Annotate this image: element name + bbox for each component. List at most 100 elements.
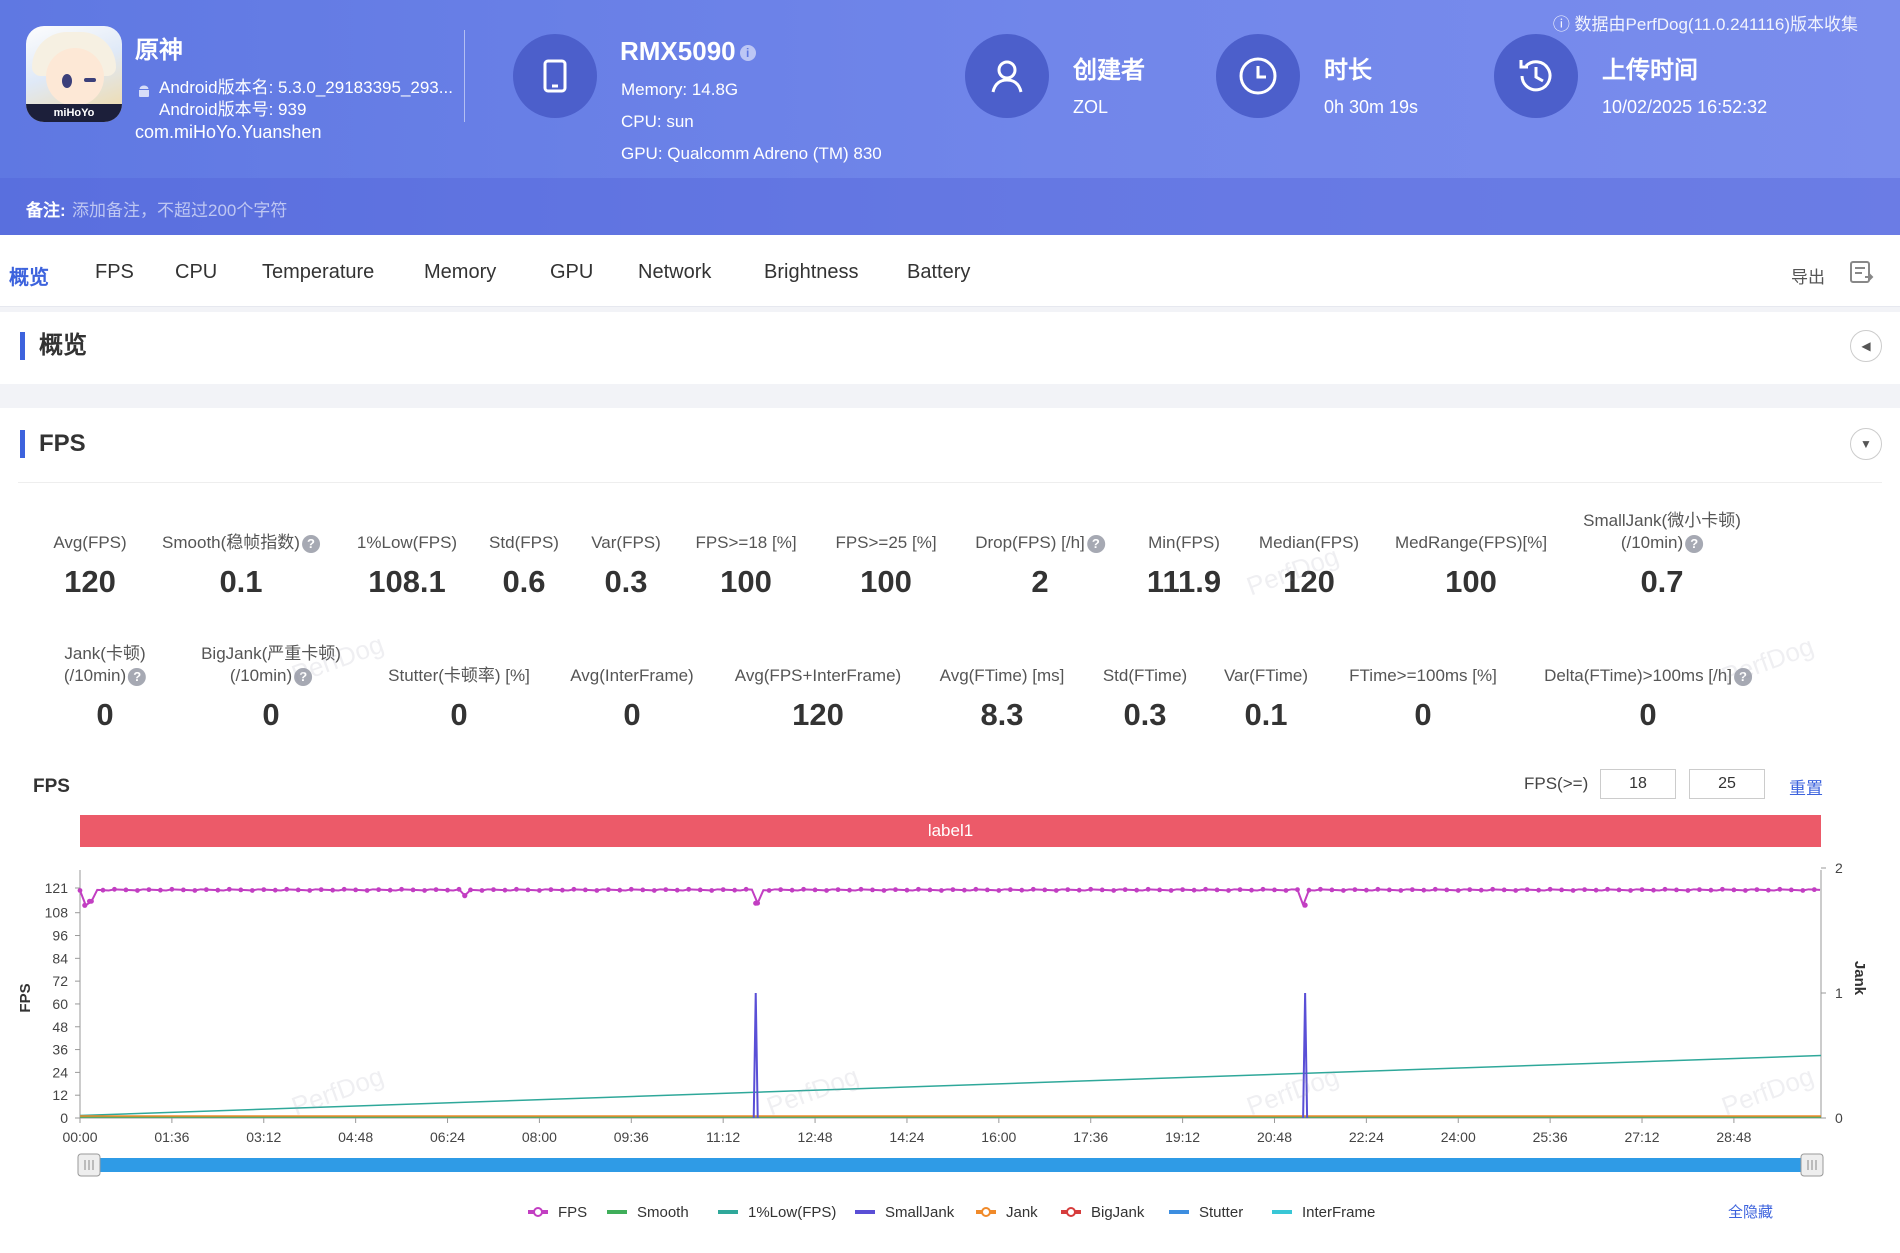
series-fps-point bbox=[1720, 886, 1725, 892]
series-fps-point bbox=[261, 887, 267, 893]
series-fps-point bbox=[1157, 887, 1163, 893]
series-fps-point bbox=[640, 887, 646, 893]
metric-label: FTime>=100ms [%] bbox=[1349, 666, 1497, 685]
help-icon[interactable]: ? bbox=[128, 667, 147, 686]
legend-item-interframe[interactable]: InterFrame bbox=[1272, 1204, 1375, 1221]
overview-title: 概览 bbox=[20, 332, 87, 360]
metric-metrics_row1-7: Drop(FPS) [/h]? 2 bbox=[975, 532, 1105, 600]
metric-value: 120 bbox=[64, 564, 116, 599]
app-version-name: Android版本名: 5.3.0_29183395_293... bbox=[159, 78, 453, 97]
y-tick-label: 24 bbox=[52, 1064, 68, 1080]
metric-label: Drop(FPS) [/h]? bbox=[975, 532, 1105, 554]
x-tick-label: 00:00 bbox=[62, 1129, 97, 1145]
series-fps-point bbox=[1467, 887, 1473, 893]
series-fps-point bbox=[1432, 886, 1438, 892]
y-tick-label: 60 bbox=[52, 996, 68, 1012]
upload-time-title: 上传时间 bbox=[1602, 57, 1698, 84]
legend-item-bigjank[interactable]: BigJank bbox=[1061, 1204, 1145, 1221]
help-icon[interactable]: ? bbox=[294, 667, 313, 686]
legend-item-jank[interactable]: Jank bbox=[976, 1204, 1038, 1221]
x-tick-label: 20:48 bbox=[1257, 1129, 1292, 1145]
metric-metrics_row2-5: Avg(FTime) [ms] 8.3 bbox=[940, 665, 1065, 733]
legend-label: SmallJank bbox=[885, 1204, 955, 1221]
series-fps-point bbox=[1099, 887, 1105, 893]
metric-label: BigJank(严重卡顿) (/10min)? bbox=[201, 644, 341, 686]
export-button[interactable]: 导出 bbox=[1791, 268, 1825, 287]
help-icon[interactable]: ? bbox=[1685, 534, 1704, 553]
series-fps-point bbox=[1547, 886, 1553, 892]
series-fps-point bbox=[146, 887, 152, 893]
y-tick-label: 12 bbox=[52, 1087, 68, 1103]
creator-value: ZOL bbox=[1073, 97, 1109, 117]
reset-button[interactable]: 重置 bbox=[1789, 779, 1823, 798]
y2-tick-label: 0 bbox=[1835, 1110, 1843, 1126]
hide-all-button[interactable]: 全隐藏 bbox=[1728, 1203, 1773, 1221]
x-tick-label: 22:24 bbox=[1349, 1129, 1384, 1145]
fps-threshold-input-1[interactable]: 18 bbox=[1600, 769, 1676, 799]
legend-item-fps[interactable]: FPS bbox=[528, 1204, 587, 1221]
series-fps-point bbox=[1191, 887, 1197, 893]
legend-item-smalljank[interactable]: SmallJank bbox=[855, 1204, 955, 1221]
tab-fps[interactable]: FPS bbox=[95, 261, 134, 283]
tab-battery[interactable]: Battery bbox=[907, 261, 971, 283]
tab-temperature[interactable]: Temperature bbox=[262, 261, 375, 283]
series-fps-point bbox=[1788, 887, 1794, 893]
legend-item-smooth[interactable]: Smooth bbox=[607, 1204, 689, 1221]
metric-value: 0.1 bbox=[219, 564, 263, 599]
metric-metrics_row2-0: Jank(卡顿) (/10min)? 0 bbox=[64, 643, 147, 733]
overview-collapse-button[interactable]: ◀ bbox=[1850, 330, 1882, 362]
x-tick-label: 03:12 bbox=[246, 1129, 281, 1145]
series-1percent-low bbox=[79, 1054, 1822, 1117]
series-fps-point bbox=[1765, 887, 1771, 893]
y-tick-label: 108 bbox=[45, 905, 69, 921]
legend-label: InterFrame bbox=[1302, 1204, 1375, 1221]
remark-bar bbox=[0, 178, 1900, 235]
metric-metrics_row2-7: Var(FTime) 0.1 bbox=[1224, 665, 1308, 733]
legend-label: Smooth bbox=[637, 1204, 689, 1221]
series-fps-point bbox=[330, 887, 336, 893]
fps-collapse-button[interactable]: ▼ bbox=[1850, 428, 1882, 460]
tab-gpu[interactable]: GPU bbox=[550, 261, 594, 283]
metric-value: 0 bbox=[623, 697, 641, 732]
series-fps-point bbox=[77, 888, 83, 893]
metric-metrics_row2-8: FTime>=100ms [%] 0 bbox=[1349, 665, 1497, 733]
tab-cpu[interactable]: CPU bbox=[175, 261, 218, 283]
help-icon[interactable]: ? bbox=[1733, 667, 1752, 686]
series-fps-point bbox=[651, 888, 657, 893]
collection-version-note: ⓘ 数据由PerfDog(11.0.241116)版本收集 bbox=[1552, 15, 1858, 34]
y-tick-label: 96 bbox=[52, 928, 68, 944]
help-icon[interactable]: ? bbox=[1086, 534, 1105, 553]
y2-tick-label: 2 bbox=[1835, 860, 1843, 876]
remark-input[interactable]: 添加备注，不超过200个字符 bbox=[72, 201, 288, 220]
y-axis-title: FPS bbox=[17, 983, 34, 1012]
metric-label: Std(FTime) bbox=[1102, 666, 1188, 685]
export-icon[interactable] bbox=[1848, 259, 1874, 285]
series-fps-point bbox=[927, 887, 933, 893]
help-icon[interactable]: ? bbox=[301, 534, 320, 553]
series-fps-point bbox=[456, 886, 462, 892]
zoom-slider-track bbox=[80, 1158, 1821, 1172]
tab-overview[interactable]: 概览 bbox=[9, 267, 49, 289]
legend-item-stutter[interactable]: Stutter bbox=[1169, 1204, 1243, 1221]
series-fps-point bbox=[939, 888, 944, 893]
series-fps-point bbox=[1340, 888, 1346, 893]
series-fps-point bbox=[1007, 887, 1013, 893]
device-info-icon[interactable]: i bbox=[739, 45, 756, 62]
tab-network[interactable]: Network bbox=[638, 261, 712, 283]
y2-axis-title: Jank bbox=[1851, 961, 1868, 996]
series-fps-point bbox=[1811, 887, 1817, 893]
label-band[interactable]: label1 bbox=[80, 815, 1821, 847]
overview-section: 概览 ◀ bbox=[0, 312, 1900, 384]
series-fps-point bbox=[272, 887, 278, 893]
fps-threshold-input-2[interactable]: 25 bbox=[1689, 769, 1765, 799]
metric-metrics_row2-4: Avg(FPS+InterFrame) 120 bbox=[735, 665, 901, 733]
tab-memory[interactable]: Memory bbox=[424, 261, 497, 283]
series-fps-point bbox=[674, 887, 680, 893]
tab-brightness[interactable]: Brightness bbox=[764, 261, 859, 283]
series-fps-point bbox=[157, 887, 163, 893]
legend-item-1lowfps[interactable]: 1%Low(FPS) bbox=[718, 1204, 836, 1221]
series-fps-point bbox=[1363, 887, 1369, 893]
series-fps-point bbox=[203, 887, 209, 893]
series-fps-point bbox=[973, 886, 979, 892]
